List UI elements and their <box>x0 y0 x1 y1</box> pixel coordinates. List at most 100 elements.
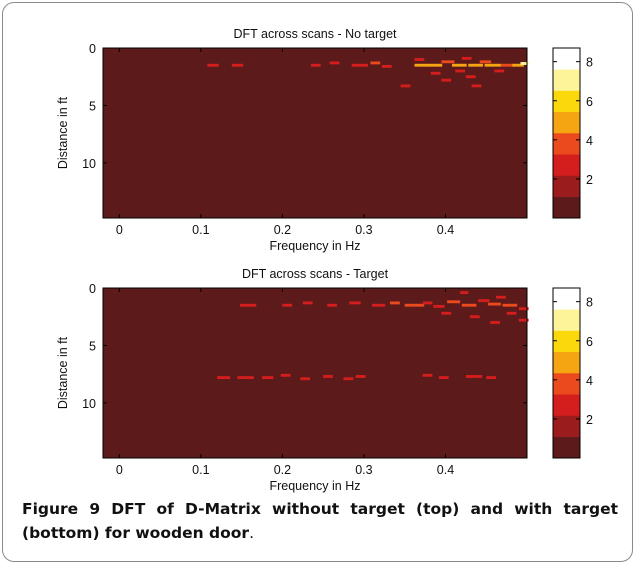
heatmap-cell <box>455 69 466 73</box>
heatmap-cell <box>441 78 452 82</box>
heatmap-cell <box>506 311 517 315</box>
plot-axes-bottom <box>102 287 528 459</box>
heatmap-cell <box>451 63 467 67</box>
y-tick-label: 10 <box>82 397 96 411</box>
colorbar-segment <box>553 111 580 134</box>
x-tick-label: 0.3 <box>355 223 372 237</box>
heatmap-cell <box>512 63 524 67</box>
x-tick-label: 0.3 <box>355 463 372 477</box>
y-tick-label: 5 <box>89 99 96 113</box>
heatmap-cell <box>237 376 254 380</box>
heatmap-cell <box>323 375 333 378</box>
colorbar-tick-label: 2 <box>586 413 593 427</box>
heatmap-cell <box>372 303 386 307</box>
heatmap-cell <box>280 373 291 377</box>
heatmap-cell <box>461 56 472 60</box>
x-tick-label: 0.1 <box>192 223 209 237</box>
heatmap-cell <box>502 303 518 307</box>
heatmap-cell <box>520 62 529 65</box>
x-tick-label: 0.1 <box>192 463 209 477</box>
heatmap-cell <box>465 375 483 378</box>
heatmap-cell <box>518 307 529 311</box>
colorbar-segment <box>553 330 580 353</box>
x-tick-label: 0.4 <box>437 223 454 237</box>
heatmap-cell <box>430 71 441 75</box>
colorbar-segment <box>553 436 580 459</box>
heatmap-cell <box>310 63 321 67</box>
colorbar-segment <box>553 415 580 438</box>
colorbar-segment <box>553 90 580 113</box>
heatmap-cell <box>478 299 490 303</box>
colorbar-tick-label: 8 <box>586 296 593 310</box>
colorbar-bottom <box>552 287 581 459</box>
x-tick-label: 0.2 <box>274 463 291 477</box>
heatmap-cell <box>422 301 433 305</box>
heatmap-background-bottom <box>103 288 527 458</box>
colorbar-segment <box>553 394 580 416</box>
colorbar-segment <box>553 133 580 155</box>
y-axis-label-bottom: Distance in ft <box>56 336 70 409</box>
heatmap-cell <box>427 63 443 67</box>
heatmap-cell <box>490 321 501 324</box>
colorbar-segment <box>553 309 580 331</box>
colorbar-segment <box>553 288 580 310</box>
heatmap-cell <box>349 301 361 305</box>
chart-title-bottom: DFT across scans - Target <box>242 267 389 281</box>
colorbar-top <box>552 47 581 219</box>
heatmap-cell <box>468 63 483 67</box>
heatmap-cell <box>370 61 381 65</box>
colorbar-tick-label: 4 <box>586 374 593 388</box>
heatmap-cell <box>217 376 231 380</box>
colorbar-segment <box>553 351 580 374</box>
heatmap-cell <box>239 303 257 307</box>
heatmap-cell <box>484 63 501 67</box>
heatmap-cell <box>447 300 461 304</box>
x-tick-label: 0 <box>116 223 123 237</box>
heatmap-cell <box>414 58 425 61</box>
colorbar-tick-label: 6 <box>586 95 593 109</box>
heatmap-cell <box>465 75 476 79</box>
colorbar-segment <box>553 48 580 70</box>
figure-caption-text: DFT of D-Matrix without target (top) and… <box>22 500 618 542</box>
y-tick-label: 5 <box>89 339 96 353</box>
y-tick-label: 10 <box>82 157 96 171</box>
heatmap-cell <box>500 63 514 67</box>
figure-plots: DFT across scans - No target 0 0.1 0.2 0.3 0.… <box>56 27 593 493</box>
heatmap-cell <box>351 63 368 67</box>
heatmap-background-top <box>103 48 527 218</box>
colorbar-tick-label: 2 <box>586 173 593 187</box>
chart-title-top: DFT across scans - No target <box>233 27 397 41</box>
colorbar-tick-label: 6 <box>586 335 593 349</box>
heatmap-cell <box>471 84 482 88</box>
heatmap-cell <box>231 63 244 67</box>
heatmap-cell <box>327 303 338 307</box>
x-axis-label-top: Frequency in Hz <box>269 239 360 253</box>
heatmap-cell <box>438 376 449 380</box>
heatmap-cell <box>414 63 428 67</box>
heatmap-cell <box>390 301 400 305</box>
x-tick-label: 0 <box>116 463 123 477</box>
heatmap-cell <box>496 295 506 299</box>
figure-caption: Figure 9 DFT of D-Matrix without target … <box>22 497 618 545</box>
colorbar-segment <box>553 69 580 91</box>
colorbar-segment <box>553 154 580 176</box>
heatmap-cell <box>469 315 480 319</box>
heatmap-cell <box>479 60 492 64</box>
heatmap-cell <box>518 318 529 322</box>
heatmap-cell <box>461 303 477 307</box>
heatmap-cell <box>494 69 505 73</box>
y-tick-label: 0 <box>89 42 96 56</box>
heatmap-cell <box>404 303 425 307</box>
y-axis-label-top: Distance in ft <box>56 96 70 169</box>
colorbar-tick-label: 4 <box>586 134 593 148</box>
heatmap-cell <box>329 61 340 65</box>
heatmap-cell <box>441 311 452 315</box>
heatmap-cell <box>207 63 219 67</box>
figure-label: Figure 9 <box>22 500 101 518</box>
heatmap-cell <box>282 303 293 307</box>
heatmap-cell <box>400 84 411 88</box>
heatmap-cell <box>441 60 455 64</box>
figure-caption-end: . <box>249 524 254 542</box>
y-tick-label: 0 <box>89 282 96 296</box>
heatmap-cell <box>487 302 501 306</box>
